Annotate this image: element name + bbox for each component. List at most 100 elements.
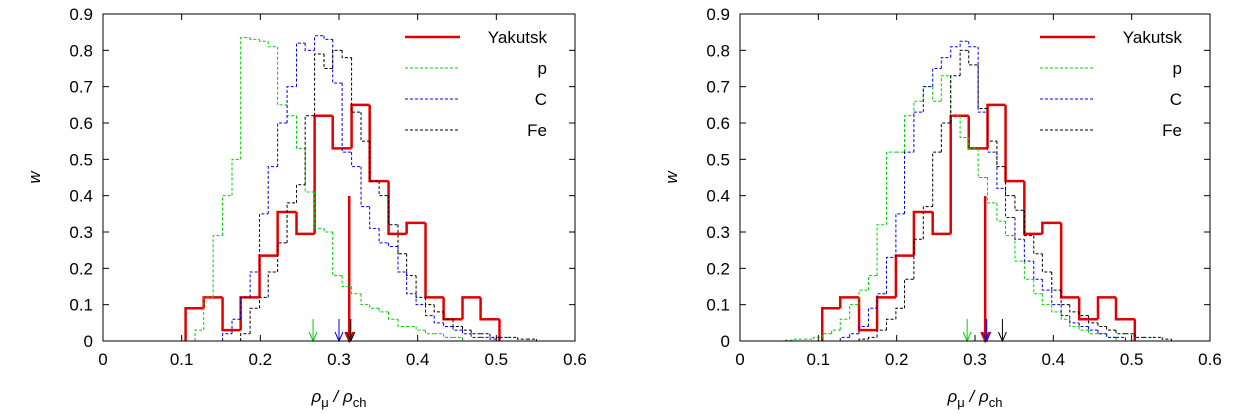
histogram-step — [913, 238, 924, 280]
histogram-step — [231, 158, 241, 196]
x-tick-label: 0.2 — [249, 350, 273, 369]
x-axis-label-part: ρ — [311, 387, 322, 406]
histogram-step — [415, 293, 426, 306]
y-tick-label: 0.3 — [69, 223, 93, 242]
histogram-step — [1051, 290, 1062, 306]
series — [821, 103, 1137, 344]
histogram-step — [1033, 261, 1043, 280]
plot-frame — [739, 13, 1211, 342]
legend-label: Fe — [1162, 121, 1182, 140]
histogram-step — [351, 152, 362, 168]
histogram-step — [296, 115, 306, 149]
histogram-step — [240, 333, 251, 341]
histogram-step — [296, 184, 306, 203]
y-tick-label: 0.7 — [69, 78, 93, 97]
histogram-step — [1005, 188, 1015, 218]
histogram-step — [331, 115, 352, 150]
x-axis-label-part: μ — [321, 395, 329, 410]
histogram-step — [415, 275, 426, 298]
y-tick-label: 0.3 — [706, 223, 730, 242]
y-tick-label: 0.6 — [706, 114, 730, 133]
x-tick-label: 0.3 — [963, 350, 987, 369]
histogram-step — [249, 307, 260, 334]
histogram-step — [1134, 333, 1144, 338]
histogram-step — [1033, 279, 1043, 295]
histogram-step — [996, 152, 1006, 189]
histogram-step — [314, 192, 325, 229]
histogram-step — [388, 195, 398, 226]
histogram-step — [239, 296, 260, 331]
histogram-step — [1023, 239, 1034, 262]
histogram-step — [259, 39, 269, 42]
histogram-step — [904, 115, 914, 153]
histogram-step — [858, 289, 869, 305]
histogram-step — [977, 64, 988, 109]
histogram-step — [940, 57, 951, 69]
x-axis-label: ρμ / ρch — [947, 387, 1003, 410]
x-tick-label: 0.3 — [327, 350, 351, 369]
histogram-step — [904, 278, 914, 309]
y-tick-label: 0.4 — [706, 187, 730, 206]
x-tick-label: 0.6 — [1198, 350, 1222, 369]
histogram-step — [286, 86, 297, 123]
histogram-step — [314, 35, 325, 51]
histogram-step — [1097, 330, 1107, 335]
histogram-step — [1088, 315, 1098, 324]
histogram-step — [1051, 271, 1062, 291]
histogram-step — [406, 253, 417, 277]
histogram-step — [932, 86, 942, 102]
histogram-step — [977, 46, 988, 113]
histogram-step — [443, 311, 454, 320]
histogram-step — [397, 246, 407, 273]
histogram-step — [875, 296, 896, 331]
histogram-step — [821, 333, 832, 338]
histogram-step — [397, 319, 407, 327]
histogram-step — [304, 148, 315, 193]
histogram-step — [895, 307, 905, 320]
histogram-step — [406, 271, 417, 295]
histogram-step — [1060, 311, 1070, 320]
histogram-step — [1069, 315, 1080, 324]
x-axis-label-part: ch — [989, 395, 1003, 410]
histogram-step — [1014, 195, 1025, 211]
histogram-step — [286, 202, 297, 243]
histogram-step — [452, 326, 463, 331]
histogram-step — [277, 122, 288, 167]
histogram-step — [259, 213, 269, 272]
histogram-step — [313, 114, 333, 234]
histogram-step — [885, 151, 896, 225]
histogram-step — [1060, 290, 1070, 306]
histogram-step — [360, 293, 370, 306]
histogram-step — [212, 235, 223, 298]
series — [185, 49, 555, 343]
histogram-step — [517, 337, 528, 340]
histogram-step — [977, 148, 988, 178]
histogram-step — [323, 53, 333, 69]
y-tick-label: 0.9 — [69, 5, 93, 24]
histogram-step — [1005, 166, 1015, 197]
histogram-step — [950, 75, 961, 117]
histogram-step — [369, 304, 380, 309]
histogram-step — [967, 115, 988, 150]
series — [767, 49, 1190, 343]
histogram-step — [849, 304, 860, 320]
histogram-step — [1023, 261, 1034, 280]
y-tick-label: 0.2 — [706, 259, 730, 278]
histogram-step — [885, 318, 896, 331]
histogram-step — [932, 68, 942, 87]
histogram-step — [1088, 330, 1098, 335]
histogram-step — [378, 181, 389, 197]
histogram-step — [295, 212, 315, 236]
histogram-step — [452, 319, 463, 327]
legend-label: Yakutsk — [488, 28, 548, 47]
histogram-step — [351, 57, 362, 113]
y-axis-label: w — [25, 170, 44, 184]
histogram-step — [1114, 297, 1135, 321]
histogram-step — [388, 242, 398, 248]
y-tick-label: 0.6 — [69, 114, 93, 133]
histogram-step — [950, 75, 961, 123]
x-tick-label: 0.6 — [563, 350, 587, 369]
x-axis-label-part: / ρ — [965, 387, 989, 406]
histogram-step — [489, 337, 500, 340]
